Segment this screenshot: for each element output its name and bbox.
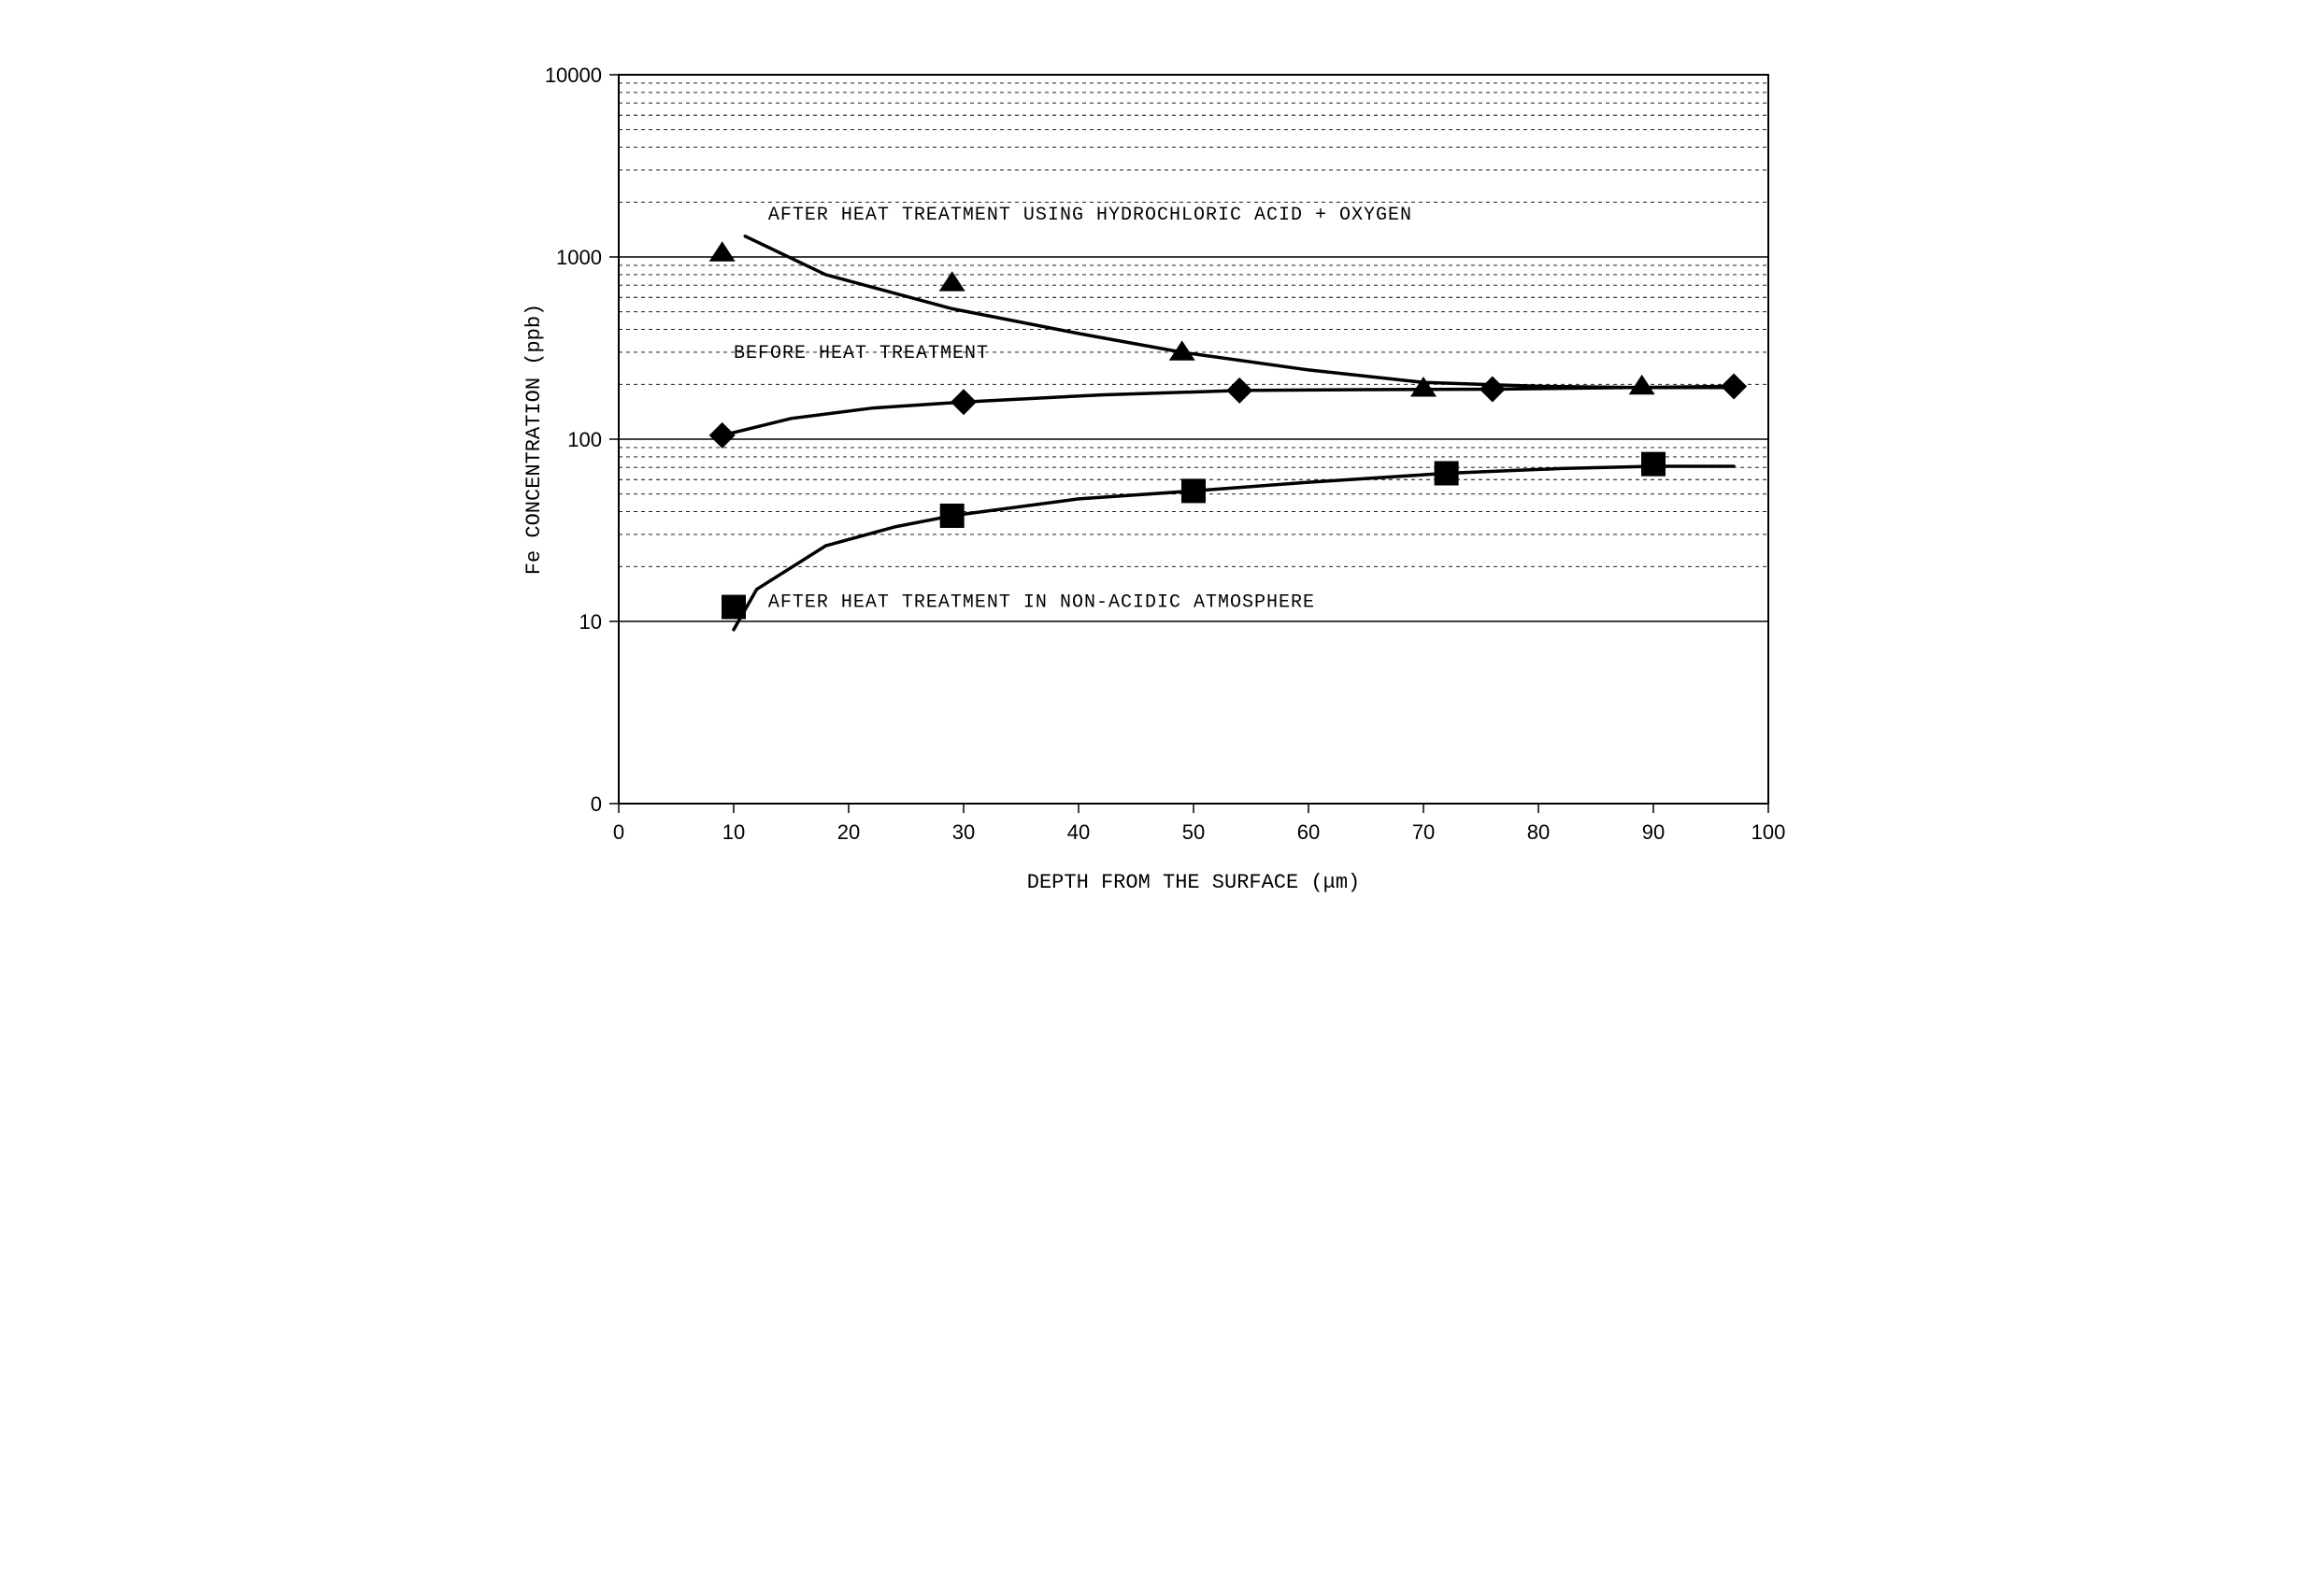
y-tick-label: 1000 <box>556 246 602 269</box>
triangle-marker <box>938 271 965 291</box>
triangle-marker <box>708 241 735 261</box>
diamond-marker <box>1226 378 1252 404</box>
x-tick-label: 100 <box>1751 820 1785 844</box>
x-tick-label: 0 <box>612 820 623 844</box>
series-label-non_acidic: AFTER HEAT TREATMENT IN NON-ACIDIC ATMOS… <box>767 592 1314 614</box>
y-ticks: 10 100 1000 10000 0 <box>544 64 618 816</box>
diamond-marker <box>1479 377 1505 403</box>
square-marker <box>722 595 746 620</box>
square-marker <box>1181 478 1206 503</box>
x-tick-label: 10 <box>722 820 744 844</box>
diamond-marker <box>1721 373 1747 399</box>
x-tick-label: 70 <box>1411 820 1434 844</box>
series-label-hcl_oxygen: AFTER HEAT TREATMENT USING HYDROCHLORIC … <box>767 205 1411 226</box>
y-tick-label: 100 <box>567 428 602 451</box>
x-tick-label: 90 <box>1641 820 1664 844</box>
x-ticks: 0 10 20 30 40 50 60 70 80 90 100 <box>612 804 1784 844</box>
x-tick-label: 80 <box>1526 820 1549 844</box>
x-tick-label: 30 <box>951 820 974 844</box>
diamond-marker <box>708 422 735 449</box>
series-label-before: BEFORE HEAT TREATMENT <box>734 343 989 364</box>
series-line-before <box>722 386 1733 435</box>
y-axis-label: Fe CONCENTRATION (ppb) <box>522 304 546 575</box>
x-tick-label: 50 <box>1181 820 1204 844</box>
square-marker <box>1434 461 1458 485</box>
chart-svg: 0 10 20 30 40 50 60 70 80 90 100 10 100 1000 10000 0 DEP… <box>497 37 1806 934</box>
x-axis-label: DEPTH FROM THE SURFACE (μm) <box>1026 871 1359 894</box>
x-tick-label: 20 <box>836 820 859 844</box>
fe-concentration-chart: 0 10 20 30 40 50 60 70 80 90 100 10 100 1000 10000 0 DEP… <box>497 37 1806 934</box>
x-tick-label: 60 <box>1296 820 1319 844</box>
diamond-marker <box>951 389 977 415</box>
square-marker <box>1641 452 1666 477</box>
y-tick-label: 10 <box>579 610 601 634</box>
triangle-marker <box>1410 377 1437 396</box>
y-tick-label: 10000 <box>544 64 601 87</box>
x-tick-label: 40 <box>1066 820 1089 844</box>
y-tick-label-zero: 0 <box>590 792 601 816</box>
square-marker <box>939 504 964 528</box>
